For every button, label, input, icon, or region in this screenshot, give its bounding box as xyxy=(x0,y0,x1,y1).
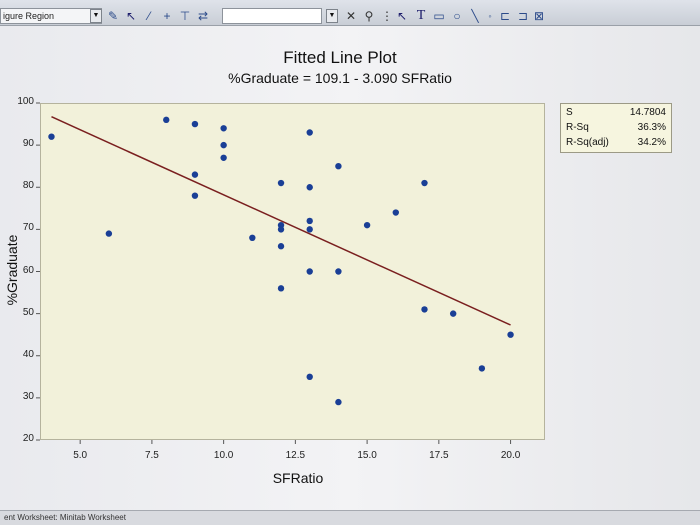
y-tick-label: 100 xyxy=(17,96,34,107)
toolbar-blank-field[interactable] xyxy=(222,8,322,24)
brush-icon[interactable]: ✎ xyxy=(107,9,119,23)
y-tick-label: 20 xyxy=(22,433,34,444)
data-point xyxy=(48,133,55,140)
line-icon[interactable]: ╲ xyxy=(471,9,479,23)
annotation-select-icon[interactable]: ↖ xyxy=(396,9,408,23)
data-point xyxy=(306,129,313,136)
x-tick-label: 7.5 xyxy=(144,450,159,461)
data-point xyxy=(392,209,399,216)
data-point xyxy=(191,120,199,128)
fitted-regression-line xyxy=(51,116,511,326)
zoom-icon[interactable]: ⚲ xyxy=(364,9,374,23)
x-tick-label: 5.0 xyxy=(73,450,88,461)
data-point xyxy=(163,116,170,124)
data-point xyxy=(105,230,113,237)
chart-title: Fitted Line Plot xyxy=(283,48,397,67)
data-point xyxy=(363,221,371,229)
polygon-icon[interactable]: ⊏ xyxy=(499,9,511,23)
stat-value: 14.7804 xyxy=(629,107,666,118)
y-tick-label: 60 xyxy=(22,264,34,276)
chart-subtitle: %Graduate = 109.1 - 3.090 SFRatio xyxy=(228,70,452,86)
data-point xyxy=(306,268,313,275)
stat-row-s: S 14.7804 xyxy=(566,107,670,119)
fit-statistics-box: S 14.7804 R-Sq 36.3% R-Sq(adj) 34.2% xyxy=(560,103,672,153)
stat-row-r-sq-adj: R-Sq(adj) 34.2% xyxy=(566,137,670,149)
graph-toolbar: igure Region ▼ ✎ ↖ ⁄ + ⊤ ⇄ ▼ ✕ ⚲ ⋮ ↖ T ▭… xyxy=(0,0,700,26)
stat-value: 36.3% xyxy=(637,122,666,133)
data-point xyxy=(507,331,514,338)
stat-row-r-sq: R-Sq 36.3% xyxy=(566,122,670,134)
data-point xyxy=(335,268,342,275)
y-tick-label: 80 xyxy=(22,180,34,192)
delete-icon[interactable]: ✕ xyxy=(345,9,357,23)
marker-icon[interactable]: ⊠ xyxy=(533,9,545,23)
x-axis-label: SFRatio xyxy=(272,470,324,486)
polyline-icon[interactable]: ⊐ xyxy=(517,9,529,23)
x-tick-label: 15.0 xyxy=(357,450,377,461)
data-point xyxy=(249,234,256,241)
x-tick-label: 17.5 xyxy=(429,450,449,461)
data-point xyxy=(277,179,285,187)
status-bar-text: ent Worksheet: Minitab Worksheet xyxy=(4,513,126,522)
y-tick-label: 30 xyxy=(22,390,34,402)
data-point xyxy=(421,306,428,313)
data-point xyxy=(191,192,199,199)
data-point xyxy=(478,365,486,372)
ellipse-icon[interactable]: ○ xyxy=(453,9,461,23)
plus-icon[interactable]: + xyxy=(163,9,171,23)
data-point xyxy=(306,373,313,381)
status-bar: ent Worksheet: Minitab Worksheet xyxy=(0,510,700,525)
data-point xyxy=(421,179,428,187)
stat-label: S xyxy=(566,107,573,118)
data-point xyxy=(277,285,285,292)
y-tick-label: 50 xyxy=(22,306,34,318)
rectangle-icon[interactable]: ▭ xyxy=(433,9,445,23)
y-tick-label: 40 xyxy=(22,348,34,360)
data-point xyxy=(335,162,342,170)
plot-area xyxy=(40,103,545,440)
y-tick-label: 90 xyxy=(22,138,34,150)
data-point xyxy=(191,171,199,178)
stat-label: R-Sq(adj) xyxy=(566,137,609,148)
graph-region-label: igure Region xyxy=(3,11,55,21)
data-point xyxy=(306,217,313,225)
data-point xyxy=(220,141,227,149)
select-arrow-icon[interactable]: ↖ xyxy=(125,9,137,23)
x-tick-label: 12.5 xyxy=(285,450,306,461)
data-point xyxy=(277,243,285,250)
field-dropdown-arrow-icon[interactable]: ▼ xyxy=(326,9,338,23)
flip-icon[interactable]: ⇄ xyxy=(197,9,209,23)
data-point xyxy=(277,226,285,233)
data-point xyxy=(449,310,457,317)
text-icon[interactable]: T xyxy=(416,8,426,23)
stat-label: R-Sq xyxy=(566,122,589,133)
data-point xyxy=(306,184,313,191)
data-point xyxy=(220,125,227,132)
y-tick-label: 70 xyxy=(22,222,34,234)
data-point xyxy=(335,398,342,406)
point-icon[interactable]: ◦ xyxy=(488,11,492,21)
data-point xyxy=(220,154,227,161)
grip-icon: ⋮ xyxy=(381,9,393,23)
pen-icon[interactable]: ⁄ xyxy=(147,9,150,23)
crosshair-icon[interactable]: ⊤ xyxy=(179,9,191,23)
data-point xyxy=(306,226,313,233)
x-tick-label: 20.0 xyxy=(500,450,521,461)
stat-value: 34.2% xyxy=(637,137,666,148)
region-dropdown-arrow-icon[interactable]: ▼ xyxy=(90,9,102,23)
x-tick-label: 10.0 xyxy=(213,450,234,461)
